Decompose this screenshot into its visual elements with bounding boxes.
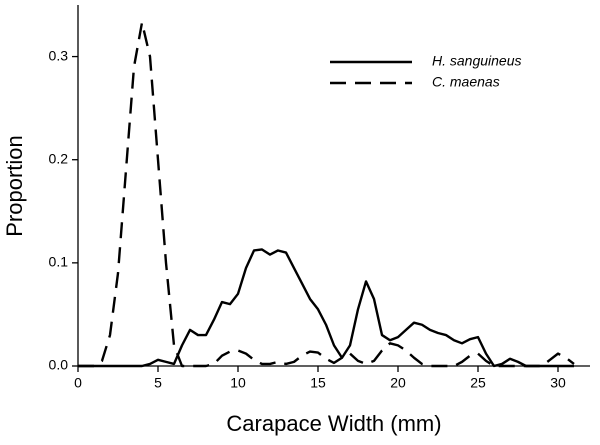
y-axis-label: Proportion <box>2 135 27 237</box>
legend-label: H. sanguineus <box>432 53 522 69</box>
series-line <box>78 248 574 368</box>
x-tick-label: 20 <box>390 375 406 391</box>
x-tick-label: 15 <box>310 375 326 391</box>
x-tick-label: 5 <box>154 375 162 391</box>
y-tick-label: 0.2 <box>49 150 69 166</box>
x-axis-label: Carapace Width (mm) <box>226 411 441 436</box>
y-tick-label: 0.0 <box>49 357 69 373</box>
x-tick-label: 30 <box>550 375 566 391</box>
legend-label: C. maenas <box>432 74 500 90</box>
series-line <box>78 21 575 368</box>
x-tick-label: 10 <box>230 375 246 391</box>
y-tick-label: 0.3 <box>49 47 69 63</box>
x-tick-label: 0 <box>74 375 82 391</box>
y-tick-label: 0.1 <box>49 254 69 270</box>
x-tick-label: 25 <box>470 375 486 391</box>
